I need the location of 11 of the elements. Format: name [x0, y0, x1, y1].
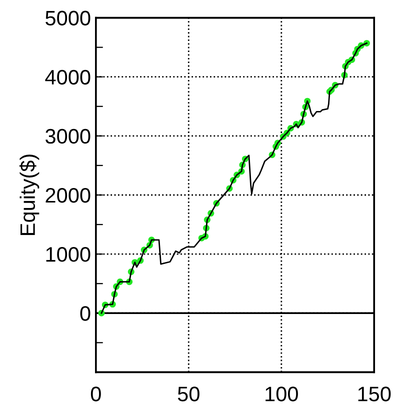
- y-tick-label: 3000: [46, 128, 90, 144]
- x-tick-label: 100: [266, 386, 298, 402]
- y-tick-label: 2000: [46, 188, 90, 203]
- x-tick-label: 50: [178, 386, 200, 402]
- x-tick-label: 150: [358, 386, 391, 402]
- y-tick-label: 0: [80, 306, 90, 321]
- y-axis-title: Equity($): [19, 154, 40, 235]
- y-tick-label: 4000: [45, 70, 90, 85]
- y-tick-label: 1000: [46, 247, 90, 262]
- x-tick-label: 0: [90, 386, 101, 402]
- y-tick-label: 5000: [46, 10, 90, 26]
